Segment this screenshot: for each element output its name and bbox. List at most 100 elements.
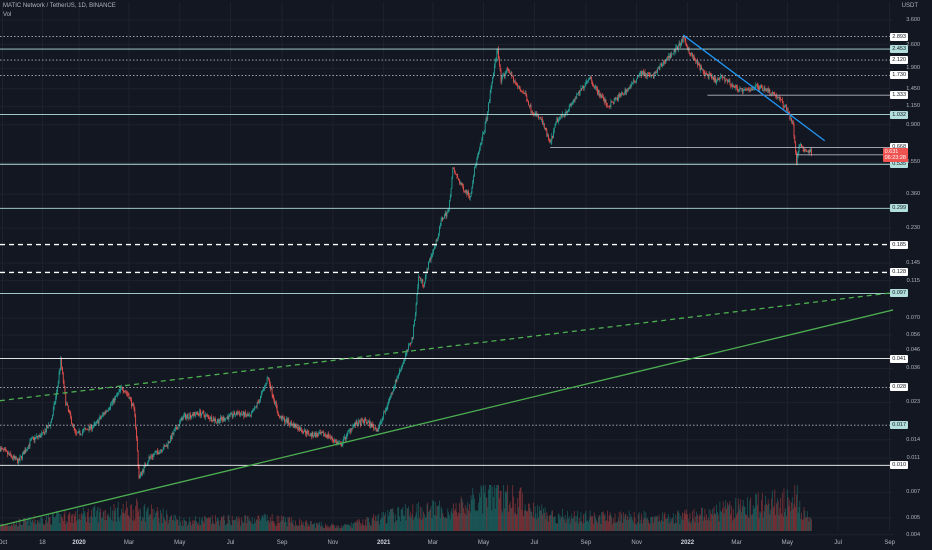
candle-body <box>359 421 361 426</box>
volume-bar <box>87 508 89 531</box>
volume-bar <box>655 515 657 531</box>
volume-bar <box>419 517 420 531</box>
volume-bar <box>742 499 744 531</box>
volume-bar <box>351 527 353 531</box>
candle-body <box>158 453 160 454</box>
candle-body <box>738 89 740 91</box>
candle-body <box>452 167 454 178</box>
candle-body <box>447 210 449 213</box>
volume-bar <box>68 513 70 531</box>
volume-bar <box>112 521 114 531</box>
candle-body <box>566 111 568 113</box>
volume-bar <box>223 515 225 531</box>
volume-bar <box>5 525 7 531</box>
candle-body <box>489 92 491 102</box>
candle-body <box>236 411 238 415</box>
candle-body <box>405 352 407 356</box>
volume-bar <box>527 511 529 531</box>
volume-bar <box>352 523 354 531</box>
volume-bar <box>83 513 85 531</box>
volume-bar <box>669 517 671 531</box>
candle-body <box>672 52 674 54</box>
volume-bar <box>478 502 479 531</box>
candle-body <box>210 416 211 419</box>
volume-bar <box>507 485 509 531</box>
candle-body <box>230 412 232 414</box>
volume-bar <box>434 501 436 531</box>
price-axis-tick: 0.004 <box>906 531 920 538</box>
candle-body <box>645 74 647 76</box>
volume-bar <box>607 510 608 531</box>
candle-body <box>663 61 665 63</box>
volume-bar <box>9 525 11 531</box>
candle-body <box>612 102 614 104</box>
volume-bar <box>553 517 554 531</box>
candle-body <box>75 430 77 433</box>
candle-body <box>356 421 358 425</box>
candle-body <box>94 423 96 425</box>
volume-bar <box>36 523 38 531</box>
volume-bar <box>249 518 251 531</box>
price-axis-tick: 2.600 <box>906 41 920 48</box>
candle-body <box>404 355 406 360</box>
time-axis-tick: 18 <box>39 540 46 546</box>
volume-bar <box>798 506 800 531</box>
candle-body <box>324 434 325 437</box>
candle-body <box>203 412 205 416</box>
candle-body <box>579 90 581 94</box>
volume-bar <box>437 505 439 531</box>
volume-bar <box>550 514 552 531</box>
volume-bar <box>322 525 324 531</box>
volume-bar <box>201 519 202 531</box>
candle-body <box>592 82 593 86</box>
volume-bar <box>611 517 613 531</box>
volume-bar <box>583 522 585 531</box>
candle-body <box>634 81 636 82</box>
candle-body <box>373 425 375 429</box>
volume-bar <box>99 512 101 531</box>
candle-body <box>161 450 162 452</box>
candle-body <box>804 149 806 152</box>
volume-bar <box>702 507 703 531</box>
volume-bar <box>187 524 189 531</box>
candle-body <box>415 303 417 314</box>
volume-bar <box>714 513 716 531</box>
volume-bar <box>642 523 643 531</box>
volume-bar <box>736 512 738 531</box>
volume-bar <box>500 490 502 531</box>
volume-bar <box>156 507 158 531</box>
volume-bar <box>470 495 472 531</box>
candle-body <box>724 77 726 82</box>
volume-bar <box>690 524 692 531</box>
volume-bar <box>132 509 134 531</box>
candle-body <box>679 43 681 46</box>
volume-bar <box>647 520 649 531</box>
volume-bar <box>214 524 216 531</box>
volume-bar <box>705 519 707 531</box>
volume-bar <box>384 512 386 531</box>
candle-body <box>626 89 628 93</box>
volume-bar <box>459 513 461 531</box>
volume-bar <box>231 515 233 531</box>
volume-bar <box>759 511 761 531</box>
volume-bar <box>498 498 500 531</box>
volume-bar <box>670 521 672 531</box>
volume-bar <box>116 507 118 531</box>
candle-body <box>424 282 425 287</box>
volume-bar <box>601 511 603 531</box>
volume-bar <box>151 504 152 531</box>
volume-bar <box>724 506 726 531</box>
candle-body <box>491 82 493 88</box>
volume-bar <box>325 523 326 531</box>
candle-body <box>683 36 685 39</box>
candle-body <box>725 79 727 82</box>
volume-bar <box>651 516 653 531</box>
volume-bar <box>547 515 549 531</box>
volume-bar <box>79 514 81 531</box>
candle-body <box>66 404 67 406</box>
candle-body <box>637 75 638 79</box>
volume-bar <box>265 521 267 531</box>
candle-body <box>653 72 655 79</box>
candle-body <box>354 422 355 425</box>
